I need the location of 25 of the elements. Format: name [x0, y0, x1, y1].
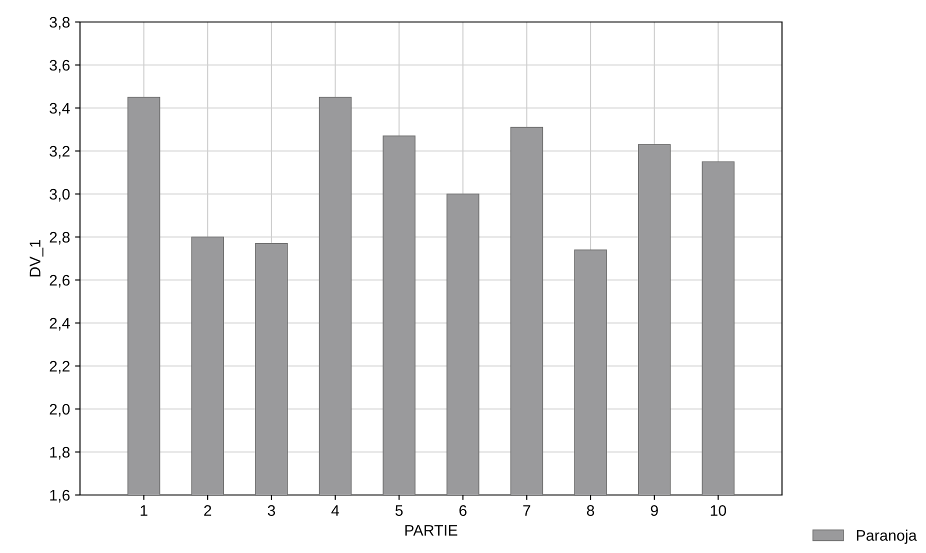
y-tick-label: 3,8 [50, 16, 70, 30]
y-tick-label: 2,2 [50, 360, 70, 374]
x-tick-label: 5 [395, 505, 403, 516]
x-tick-label: 9 [650, 505, 658, 516]
x-axis-title: PARTIE [405, 525, 458, 536]
x-tick-label: 1 [140, 505, 148, 516]
y-tick-label: 2,0 [50, 404, 70, 416]
legend-label: Paranoja [856, 530, 917, 544]
x-tick-label: 7 [523, 505, 530, 516]
y-tick-label: 3,0 [50, 188, 70, 202]
x-tick-label: 2 [204, 505, 212, 516]
x-tick-label: 4 [331, 505, 340, 516]
x-tick-label: 3 [268, 505, 276, 516]
y-axis-title: DV_1 [30, 240, 44, 276]
y-tick-label: 2,6 [50, 274, 70, 288]
y-tick-label: 2,4 [50, 318, 70, 330]
y-tick-label: 1,6 [50, 490, 70, 502]
y-tick-label: 3,2 [50, 146, 70, 158]
y-tick-label: 1,8 [50, 446, 70, 460]
y-tick-label: 2,8 [50, 232, 70, 244]
x-tick-label: 6 [459, 505, 466, 516]
x-tick-label: 10 [710, 505, 726, 516]
y-tick-label: 3,4 [50, 102, 70, 116]
x-tick-label: 8 [586, 505, 594, 516]
y-tick-label: 3,6 [50, 60, 70, 72]
